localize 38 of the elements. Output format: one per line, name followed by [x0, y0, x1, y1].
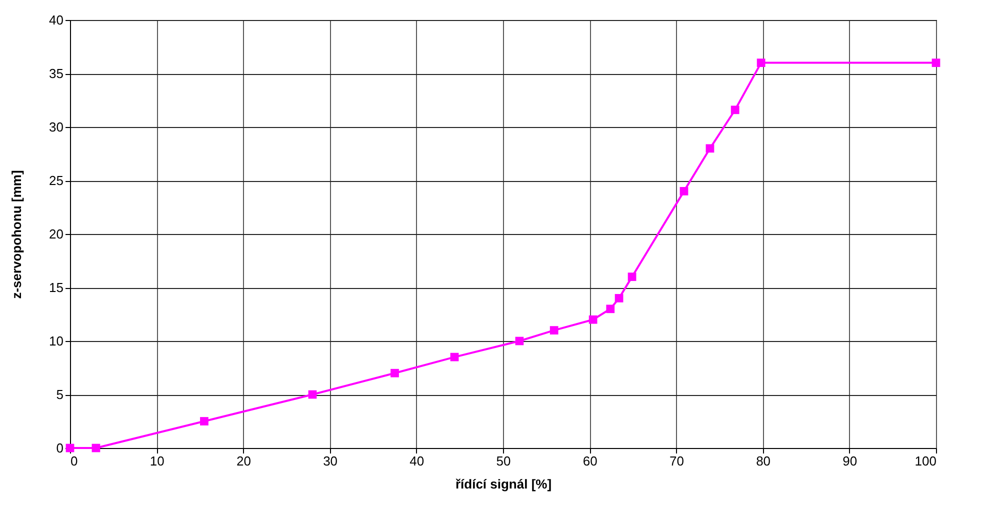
y-tick-label: 25: [49, 173, 64, 188]
y-tick-label: 0: [56, 440, 64, 456]
x-tick-label: 80: [756, 454, 771, 468]
x-tick-label: 60: [582, 454, 598, 468]
y-axis-title: z-servopohonu [mm]: [9, 170, 24, 299]
point: [515, 336, 524, 346]
y-tick-label: 10: [49, 334, 64, 348]
x-tick-label: 20: [236, 454, 251, 468]
point: [450, 352, 459, 362]
x-tick-label: 30: [323, 454, 338, 468]
point: [588, 315, 598, 324]
point: [756, 58, 766, 67]
y-tick-label: 40: [49, 12, 64, 28]
point: [680, 187, 688, 196]
x-tick-label: 10: [150, 454, 164, 468]
point: [390, 368, 399, 378]
point: [706, 144, 714, 153]
x-axis-title: řídící signál [%]: [455, 476, 552, 492]
point: [730, 106, 740, 114]
y-tick-label: 30: [49, 120, 64, 134]
point: [932, 58, 940, 67]
x-tick-label: 50: [496, 454, 511, 468]
point: [628, 272, 636, 281]
point: [92, 444, 100, 452]
point: [550, 326, 558, 334]
x-tick-label: 0: [70, 454, 78, 468]
x-tick-label: 40: [410, 454, 424, 468]
point: [200, 417, 208, 426]
point: [308, 390, 317, 399]
point: [606, 304, 615, 314]
y-tick-label: 15: [49, 280, 64, 295]
y-tick-label: 20: [49, 226, 64, 242]
y-tick-label: 35: [49, 66, 64, 81]
x-tick-label: 100: [914, 454, 936, 468]
point: [614, 294, 624, 302]
x-tick-label: 70: [669, 454, 684, 468]
y-tick-label: 5: [56, 387, 64, 402]
x-tick-label: 90: [842, 454, 858, 468]
